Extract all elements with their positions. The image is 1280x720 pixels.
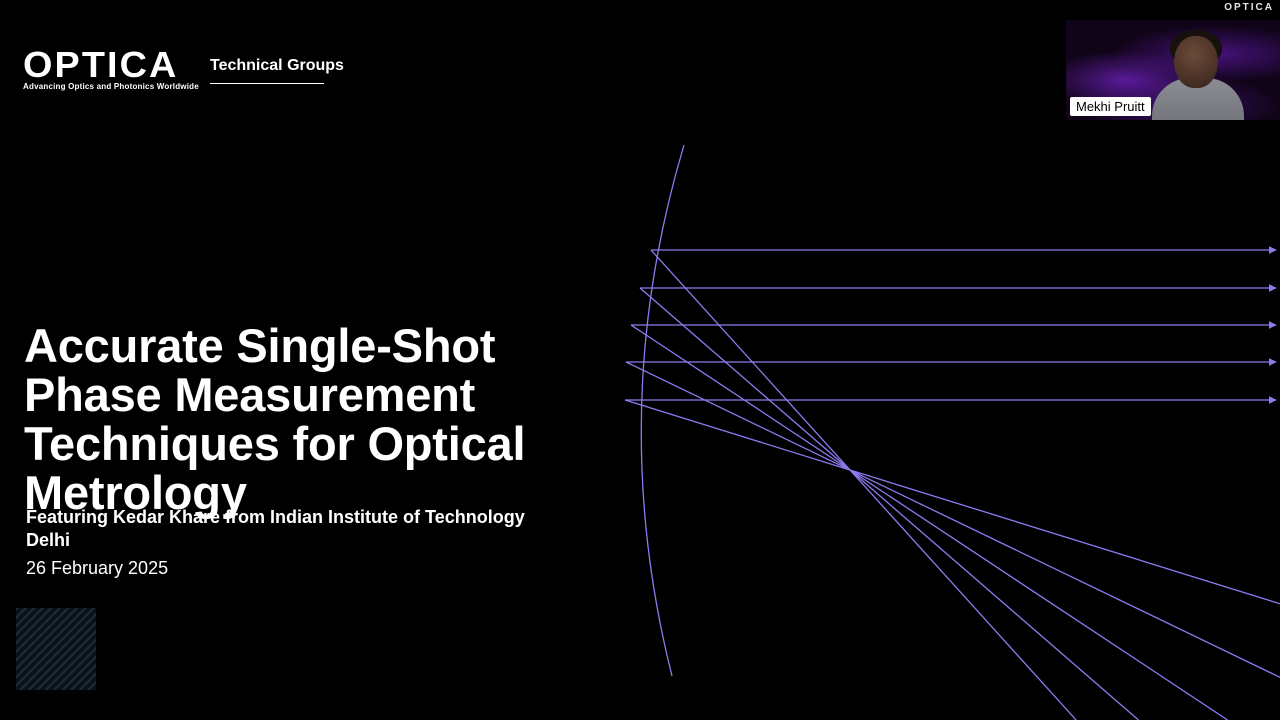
brand-name: OPTICA: [23, 44, 208, 86]
slide-title: Accurate Single-Shot Phase Measurement T…: [24, 321, 584, 517]
brand-watermark: OPTICA: [1224, 2, 1274, 13]
brand-subgroup-underline: [210, 83, 324, 84]
slide-date: 26 February 2025: [26, 558, 168, 579]
decorative-texture-square: [16, 608, 96, 690]
presenter-video-thumbnail[interactable]: Mekhi Pruitt: [1066, 20, 1280, 120]
brand-subgroup: Technical Groups: [210, 57, 344, 75]
presenter-name-tag: Mekhi Pruitt: [1070, 97, 1151, 116]
brand-logo: OPTICA Advancing Optics and Photonics Wo…: [23, 44, 199, 91]
presenter-head: [1174, 36, 1218, 88]
slide-subtitle: Featuring Kedar Khare from Indian Instit…: [26, 506, 566, 552]
slide-stage: OPTICA OPTICA Advancing Optics and Photo…: [0, 0, 1280, 720]
